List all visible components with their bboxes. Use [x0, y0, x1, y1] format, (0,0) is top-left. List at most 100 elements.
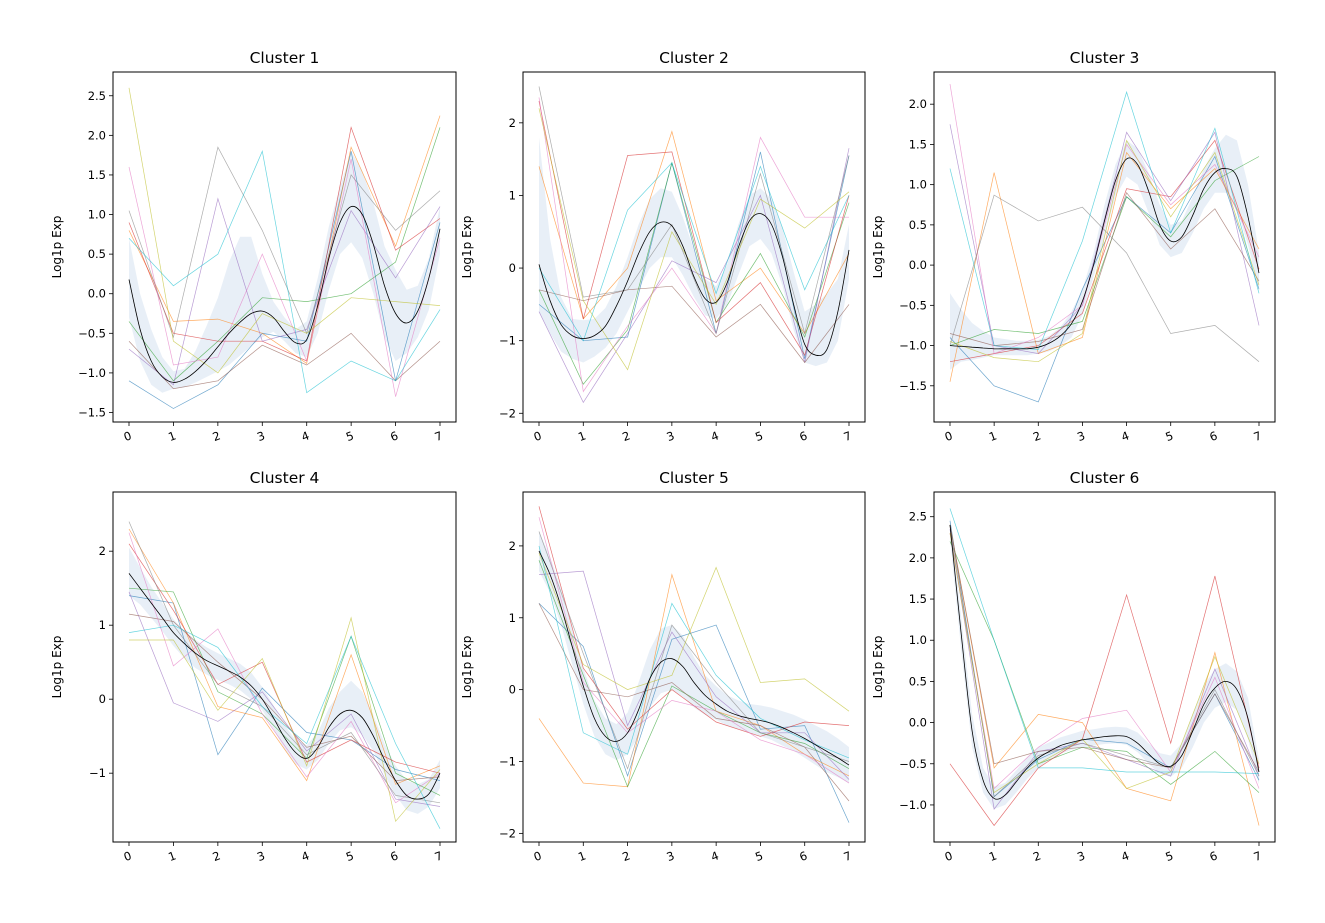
cluster-2-ytick-label: −1 — [499, 334, 516, 348]
cluster-1-ytick-label: 1.0 — [88, 208, 106, 222]
cluster-3-series-line — [949, 124, 1260, 354]
cluster-6-series-line — [949, 524, 1260, 826]
cluster-1-title: Cluster 1 — [250, 49, 320, 67]
cluster-3-axes-frame — [933, 71, 1276, 423]
cluster-4-series-line — [128, 587, 441, 796]
cluster-3-xtick-label: 3 — [1075, 428, 1087, 444]
cluster-3-ytick-label: 1.5 — [909, 137, 927, 151]
cluster-4-xtick-label: 3 — [255, 848, 267, 864]
cluster-6-xtick-label: 4 — [1119, 848, 1131, 864]
cluster-5-confidence-band — [539, 531, 849, 784]
cluster-1-xtick-label: 1 — [166, 428, 178, 444]
cluster-5-title: Cluster 5 — [659, 469, 729, 487]
cluster-4-ytick-label: 0 — [99, 692, 106, 706]
cluster-5-xtick-label: 7 — [842, 848, 854, 864]
cluster-5-series-line — [538, 560, 850, 788]
cluster-6-confidence-band — [950, 516, 1259, 810]
cluster-5-ytick-label: 1 — [509, 611, 516, 625]
cluster-2-ylabel: Log1p Exp — [460, 216, 474, 279]
cluster-6-ytick-label: 0.0 — [909, 716, 927, 730]
cluster-3-ytick-label: 0.0 — [909, 258, 927, 272]
cluster-5-ytick-label: −1 — [499, 755, 516, 769]
cluster-3-xtick-label: 5 — [1164, 428, 1176, 444]
cluster-3-ytick-label: 2.0 — [909, 97, 927, 111]
cluster-6-xtick-label: 5 — [1164, 848, 1176, 864]
cluster-2-xtick-label: 2 — [620, 428, 632, 444]
cluster-4-xtick-label: 6 — [388, 848, 400, 864]
cluster-2-series-line — [538, 130, 850, 335]
cluster-5-series-line — [538, 545, 850, 759]
cluster-1-xtick-label: 4 — [300, 428, 312, 444]
cluster-6-xtick-label: 6 — [1208, 848, 1220, 864]
cluster-6-series-line — [949, 524, 1260, 798]
cluster-5-xtick-label: 1 — [576, 848, 588, 864]
cluster-1-series-line — [128, 126, 441, 362]
cluster-4-panel: −1 0 1 2 0 1 2 3 4 5 6 7 Cluster 4 Log1p Exp — [50, 469, 457, 864]
cluster-1-ytick-label: 1.5 — [88, 168, 106, 182]
cluster-1-xtick-label: 5 — [344, 428, 356, 444]
cluster-5-series-line — [538, 517, 850, 784]
cluster-2-series-line — [538, 162, 850, 342]
cluster-6-mean-curve — [949, 524, 1260, 800]
cluster-4-xtick-label: 2 — [211, 848, 223, 864]
cluster-5-xtick-label: 2 — [620, 848, 632, 864]
cluster-1-series-line — [128, 159, 441, 397]
cluster-1-panel: −1.5 −1.0 −0.5 0.0 0.5 1.0 1.5 2.0 2.5 0 1 2 3 4 5 6 7 Cl… — [50, 49, 457, 444]
cluster-4-ytick-label: −1 — [89, 766, 106, 780]
cluster-3-xtick-label: 2 — [1031, 428, 1043, 444]
cluster-6-plot-area — [949, 508, 1260, 827]
cluster-4-series-line — [128, 624, 441, 829]
cluster-6-ytick-label: −1.0 — [899, 798, 927, 812]
cluster-5-xtick-label: 3 — [665, 848, 677, 864]
cluster-4-series-line — [128, 613, 441, 781]
cluster-1-xtick-label: 6 — [388, 428, 400, 444]
cluster-2-ytick-label: 1 — [509, 188, 516, 202]
cluster-6-xtick-label: 1 — [987, 848, 999, 864]
cluster-6-xtick-label: 3 — [1075, 848, 1087, 864]
cluster-4-plot-area — [128, 521, 441, 829]
cluster-2-panel: −2 −1 0 1 2 0 1 2 3 4 5 6 7 Cluster 2 Log1p Exp — [460, 49, 866, 444]
cluster-3-series-line — [949, 156, 1260, 346]
cluster-5-xtick-label: 5 — [753, 848, 765, 864]
cluster-5-series-line — [538, 603, 850, 823]
cluster-1-series-line — [128, 150, 441, 394]
cluster-2-series-line — [538, 161, 850, 385]
cluster-2-xtick-label: 6 — [798, 428, 810, 444]
cluster-5-panel: −2 −1 0 1 2 0 1 2 3 4 5 6 7 Cluster 5 Log1p Exp — [460, 469, 866, 864]
cluster-1-xtick-label: 7 — [433, 428, 445, 444]
cluster-4-xtick-label: 7 — [433, 848, 445, 864]
cluster-2-series-line — [538, 148, 850, 404]
cluster-2-xtick-label: 1 — [576, 428, 588, 444]
cluster-6-series-line — [949, 524, 1260, 773]
cluster-1-xtick-label: 2 — [211, 428, 223, 444]
cluster-3-xtick-label: 0 — [943, 428, 955, 444]
cluster-2-plot-area — [538, 86, 850, 404]
cluster-6-series-line — [949, 575, 1260, 827]
cluster-3-xtick-label: 6 — [1208, 428, 1220, 444]
cluster-3-panel: −1.5 −1.0 −0.5 0.0 0.5 1.0 1.5 2.0 0 1 2 3 4 5 6 7 Clust… — [871, 49, 1276, 444]
cluster-3-confidence-band — [950, 134, 1259, 370]
cluster-4-ylabel: Log1p Exp — [50, 636, 64, 699]
cluster-2-ytick-label: 2 — [509, 116, 516, 130]
cluster-1-ytick-label: −1.0 — [78, 366, 106, 380]
cluster-6-ytick-label: 2.5 — [909, 510, 927, 524]
cluster-2-ytick-label: 0 — [509, 261, 516, 275]
cluster-4-mean-curve — [128, 573, 441, 800]
cluster-1-ytick-label: 2.0 — [88, 128, 106, 142]
cluster-5-ytick-label: −2 — [499, 826, 516, 840]
cluster-4-xtick-label: 4 — [300, 848, 312, 864]
cluster-6-ytick-label: 2.0 — [909, 551, 927, 565]
cluster-3-mean-curve — [949, 157, 1260, 350]
cluster-3-title: Cluster 3 — [1070, 49, 1140, 67]
cluster-2-series-line — [538, 151, 850, 359]
cluster-6-series-line — [949, 533, 1260, 794]
cluster-3-series-line — [949, 84, 1260, 355]
cluster-2-xtick-label: 5 — [753, 428, 765, 444]
cluster-6-ytick-label: 0.5 — [909, 674, 927, 688]
cluster-4-ytick-label: 1 — [99, 618, 106, 632]
cluster-6-ytick-label: 1.0 — [909, 633, 927, 647]
cluster-6-xtick-label: 0 — [943, 848, 955, 864]
cluster-6-ytick-label: −0.5 — [899, 757, 927, 771]
cluster-5-series-line — [538, 573, 850, 788]
